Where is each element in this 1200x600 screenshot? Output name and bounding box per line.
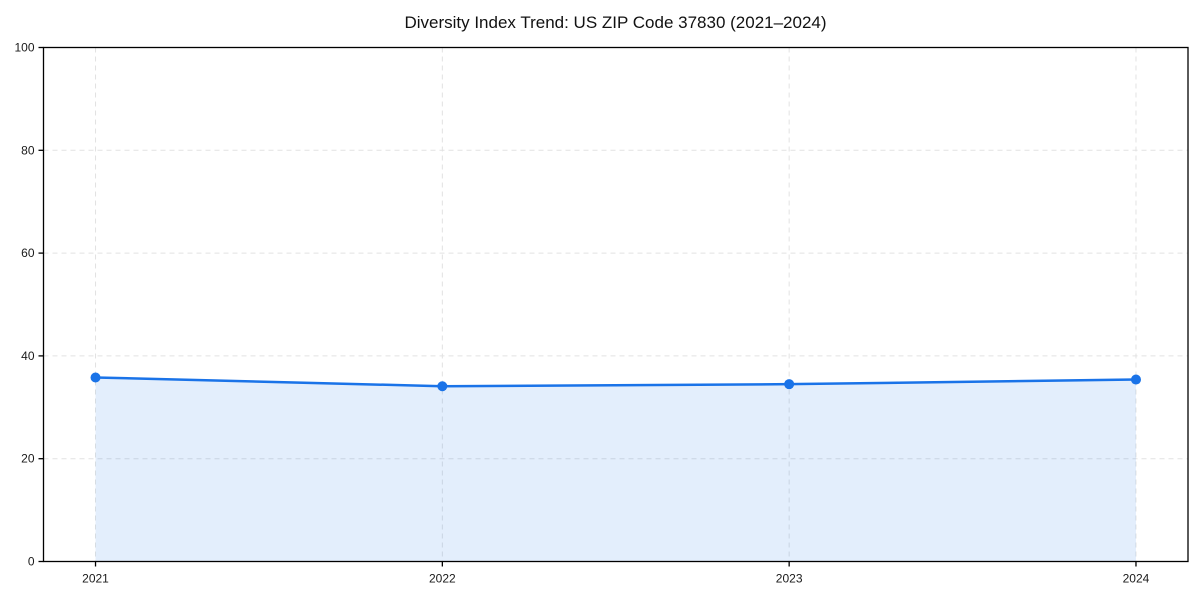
chart-title: Diversity Index Trend: US ZIP Code 37830…: [404, 13, 827, 32]
data-point: [90, 372, 101, 383]
y-tick-label: 100: [14, 41, 34, 55]
y-tick-label: 60: [21, 246, 35, 260]
area-fill: [95, 377, 1136, 562]
y-tick-label: 80: [21, 143, 35, 157]
y-tick-label: 20: [21, 452, 35, 466]
data-point: [1130, 374, 1141, 385]
plot-border: [42, 46, 1189, 563]
x-tick-label: 2023: [776, 572, 803, 586]
data-point: [437, 381, 448, 392]
x-tick-label: 2024: [1123, 572, 1150, 586]
y-tick-label: 0: [28, 555, 35, 569]
trend-line: [94, 376, 1138, 388]
y-tick-label: 40: [21, 349, 35, 363]
x-tick-label: 2021: [82, 572, 109, 586]
x-tick-label: 2022: [429, 572, 456, 586]
data-point: [784, 379, 795, 390]
